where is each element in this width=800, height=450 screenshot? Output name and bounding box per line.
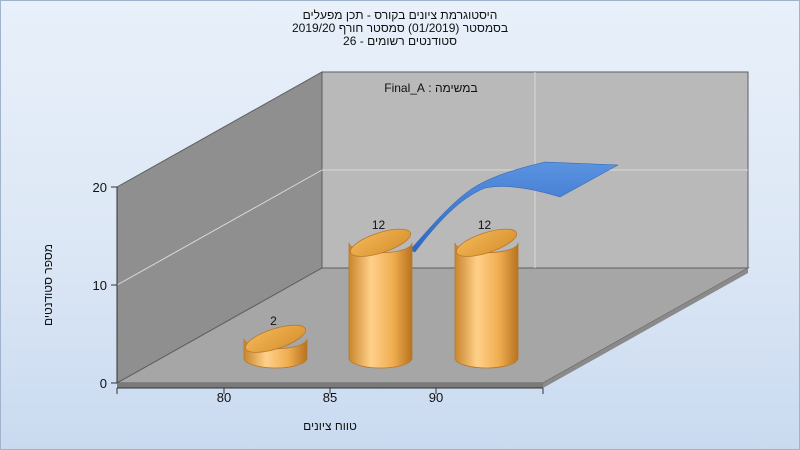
gridline-left	[116, 169, 323, 286]
bar: 12	[454, 218, 519, 369]
floor-front-edge	[117, 383, 543, 388]
x-axis-title: טווח ציונים	[303, 419, 357, 433]
bar: 12	[348, 218, 413, 369]
y-tick-label: 10	[93, 278, 107, 293]
chart-title: היסטוגרמת ציונים בקורס - תכן מפעלים בסמס…	[0, 9, 800, 48]
legend-label: במשימה : Final_A	[384, 81, 477, 95]
y-axis-ticks: 0 10 20	[93, 180, 117, 391]
trend-ribbon	[409, 161, 619, 253]
bar-group: 2 12 12	[243, 218, 519, 369]
x-tick-label: 80	[217, 390, 231, 405]
x-tick-label: 85	[323, 390, 337, 405]
bar-cap	[244, 324, 307, 353]
y-axis-title: מספר סטודנטים	[41, 244, 55, 326]
x-axis-ticks: 80 85 90	[116, 388, 544, 405]
bar-cap	[349, 228, 412, 257]
y-tick-label: 20	[93, 180, 107, 195]
bar-cap	[455, 228, 518, 257]
bar: 2	[243, 314, 308, 369]
bar-data-label: 12	[478, 218, 492, 232]
bar-body	[348, 242, 413, 369]
bar-data-label: 2	[270, 314, 277, 328]
title-line-1: היסטוגרמת ציונים בקורס - תכן מפעלים	[302, 8, 498, 22]
x-tick-label: 90	[429, 390, 443, 405]
title-line-2: בסמסטר (01/2019) סמסטר חורף 2019/20	[291, 21, 509, 35]
bar-data-label: 12	[372, 218, 386, 232]
bar-body	[454, 242, 519, 369]
floor-side-edge	[543, 268, 748, 388]
title-line-3: סטודנטים רשומים - 26	[343, 34, 457, 48]
y-tick-label: 0	[100, 376, 107, 391]
